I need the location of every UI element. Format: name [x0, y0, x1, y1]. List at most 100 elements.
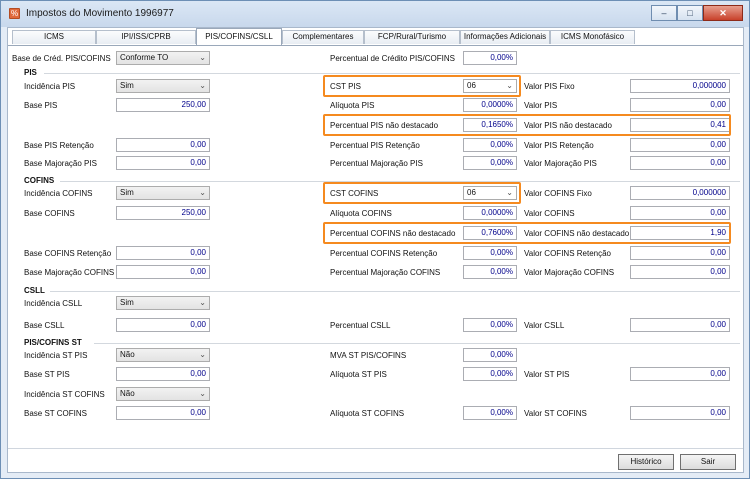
tab-pis-cofins-csll[interactable]: PIS/COFINS/CSLL: [196, 28, 282, 45]
app-icon: %: [9, 8, 20, 19]
cofins-valor-label: Valor COFINS: [524, 209, 575, 218]
chevron-down-icon: ⌄: [199, 298, 206, 307]
csll-perc-input[interactable]: 0,00%: [463, 318, 517, 332]
cofins-valor-maj-input[interactable]: 0,00: [630, 265, 730, 279]
pis-valor-maj-label: Valor Majoração PIS: [524, 159, 597, 168]
pis-aliquota-input[interactable]: 0,0000%: [463, 98, 517, 112]
cofins-valor-input[interactable]: 0,00: [630, 206, 730, 220]
cofins-valor-ret-input[interactable]: 0,00: [630, 246, 730, 260]
st-valor-pis-input[interactable]: 0,00: [630, 367, 730, 381]
window-title: Impostos do Movimento 1996977: [26, 8, 174, 19]
cofins-base-ret-input[interactable]: 0,00: [116, 246, 210, 260]
csll-incidencia-label: Incidência CSLL: [24, 299, 83, 308]
st-inc-pis-select[interactable]: Não ⌄: [116, 348, 210, 362]
st-valor-cofins-label: Valor ST COFINS: [524, 409, 587, 418]
chevron-down-icon: ⌄: [199, 53, 206, 62]
highlight-box: [323, 222, 731, 244]
cofins-incidencia-select[interactable]: Sim ⌄: [116, 186, 210, 200]
st-valor-pis-label: Valor ST PIS: [524, 370, 570, 379]
perc-credito-label: Percentual de Crédito PIS/COFINS: [330, 54, 455, 63]
chevron-down-icon: ⌄: [199, 350, 206, 359]
csll-perc-label: Percentual CSLL: [330, 321, 391, 330]
base-cred-select[interactable]: Conforme TO ⌄: [116, 51, 210, 65]
pis-base-input[interactable]: 250,00: [116, 98, 210, 112]
pis-perc-ret-input[interactable]: 0,00%: [463, 138, 517, 152]
pis-cst-value: 06: [467, 81, 476, 90]
cofins-valor-fixo-label: Valor COFINS Fixo: [524, 189, 592, 198]
st-aliq-pis-input[interactable]: 0,00%: [463, 367, 517, 381]
cofins-perc-ret-label: Percentual COFINS Retenção: [330, 249, 438, 258]
pis-incidencia-value: Sim: [120, 81, 134, 90]
pis-valor-ret-input[interactable]: 0,00: [630, 138, 730, 152]
st-valor-cofins-input[interactable]: 0,00: [630, 406, 730, 420]
st-mva-input[interactable]: 0,00%: [463, 348, 517, 362]
highlight-box: [323, 75, 521, 97]
cofins-section-title: COFINS: [24, 176, 55, 185]
csll-incidencia-select[interactable]: Sim ⌄: [116, 296, 210, 310]
close-button[interactable]: ✕: [703, 5, 743, 21]
st-aliq-pis-label: Alíquota ST PIS: [330, 370, 387, 379]
st-base-pis-input[interactable]: 0,00: [116, 367, 210, 381]
minimize-button[interactable]: –: [651, 5, 677, 21]
base-cred-label: Base de Créd. PIS/COFINS: [12, 54, 111, 63]
pis-valor-label: Valor PIS: [524, 101, 558, 110]
cofins-aliquota-input[interactable]: 0,0000%: [463, 206, 517, 220]
cofins-cst-select[interactable]: 06 ⌄: [463, 186, 517, 200]
cofins-incidencia-label: Incidência COFINS: [24, 189, 93, 198]
tab-complementares[interactable]: Complementares: [282, 30, 364, 44]
highlight-box: [323, 182, 521, 204]
pis-base-ret-input[interactable]: 0,00: [116, 138, 210, 152]
cofins-aliquota-label: Alíquota COFINS: [330, 209, 392, 218]
pis-perc-nd-input[interactable]: 0,1650%: [463, 118, 517, 132]
cofins-perc-nd-input[interactable]: 0,7600%: [463, 226, 517, 240]
pis-valor-maj-input[interactable]: 0,00: [630, 156, 730, 170]
pis-section-title: PIS: [24, 68, 37, 77]
st-base-pis-label: Base ST PIS: [24, 370, 70, 379]
cofins-valor-maj-label: Valor Majoração COFINS: [524, 268, 615, 277]
csll-valor-input[interactable]: 0,00: [630, 318, 730, 332]
chevron-down-icon: ⌄: [506, 188, 513, 197]
maximize-button[interactable]: □: [677, 5, 703, 21]
pis-valor-fixo-input[interactable]: 0,000000: [630, 79, 730, 93]
csll-valor-label: Valor CSLL: [524, 321, 565, 330]
st-base-cofins-input[interactable]: 0,00: [116, 406, 210, 420]
cofins-cst-value: 06: [467, 188, 476, 197]
tab-icms[interactable]: ICMS: [12, 30, 96, 44]
pis-aliquota-label: Alíquota PIS: [330, 101, 375, 110]
cofins-perc-maj-label: Percentual Majoração COFINS: [330, 268, 441, 277]
pis-incidencia-select[interactable]: Sim ⌄: [116, 79, 210, 93]
highlight-box: [323, 114, 731, 136]
tab-ipi-iss-cprb[interactable]: IPI/ISS/CPRB: [96, 30, 196, 44]
st-inc-cofins-select[interactable]: Não ⌄: [116, 387, 210, 401]
pis-valor-ret-label: Valor PIS Retenção: [524, 141, 594, 150]
cofins-valor-fixo-input[interactable]: 0,000000: [630, 186, 730, 200]
pis-base-maj-input[interactable]: 0,00: [116, 156, 210, 170]
csll-base-input[interactable]: 0,00: [116, 318, 210, 332]
pis-incidencia-label: Incidência PIS: [24, 82, 76, 91]
st-section-title: PIS/COFINS ST: [24, 338, 82, 347]
pis-base-label: Base PIS: [24, 101, 58, 110]
pis-valor-fixo-label: Valor PIS Fixo: [524, 82, 575, 91]
tab-fcp-rural-turismo[interactable]: FCP/Rural/Turismo: [364, 30, 460, 44]
tab-icms-monofasico[interactable]: ICMS Monofásico: [550, 30, 635, 44]
st-inc-cofins-label: Incidência ST COFINS: [24, 390, 105, 399]
cofins-perc-maj-input[interactable]: 0,00%: [463, 265, 517, 279]
historico-button[interactable]: Histórico: [618, 454, 674, 470]
cofins-base-input[interactable]: 250,00: [116, 206, 210, 220]
dialog-content: ICMS IPI/ISS/CPRB PIS/COFINS/CSLL Comple…: [7, 27, 744, 473]
cofins-perc-ret-input[interactable]: 0,00%: [463, 246, 517, 260]
cofins-base-maj-label: Base Majoração COFINS: [24, 268, 115, 277]
tab-informacoes-adicionais[interactable]: Informações Adicionais: [460, 30, 550, 44]
cofins-cst-label: CST COFINS: [330, 189, 379, 198]
pis-valor-input[interactable]: 0,00: [630, 98, 730, 112]
pis-perc-maj-input[interactable]: 0,00%: [463, 156, 517, 170]
csll-incidencia-value: Sim: [120, 298, 134, 307]
cofins-valor-nd-label: Valor COFINS não destacado: [524, 229, 630, 238]
st-aliq-cofins-input[interactable]: 0,00%: [463, 406, 517, 420]
cofins-base-maj-input[interactable]: 0,00: [116, 265, 210, 279]
perc-credito-input[interactable]: 0,00%: [463, 51, 517, 65]
sair-button[interactable]: Sair: [680, 454, 736, 470]
pis-cst-select[interactable]: 06 ⌄: [463, 79, 517, 93]
pis-valor-nd-label: Valor PIS não destacado: [524, 121, 612, 130]
